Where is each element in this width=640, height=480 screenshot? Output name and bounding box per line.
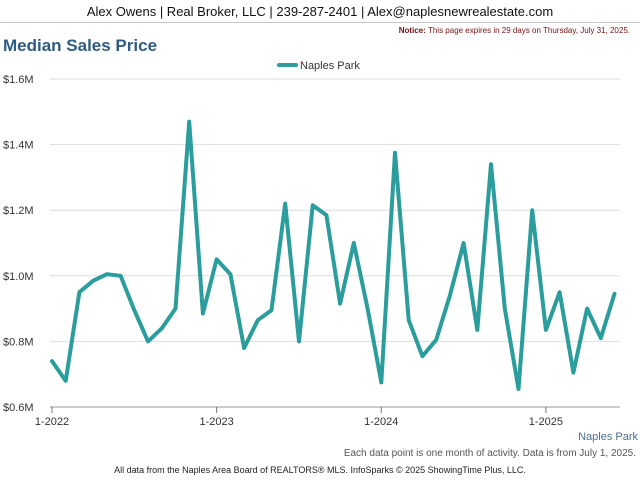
data-point xyxy=(297,339,301,343)
data-point xyxy=(599,336,603,340)
data-point xyxy=(420,354,424,358)
data-point xyxy=(462,241,466,245)
data-point xyxy=(283,202,287,206)
data-point xyxy=(77,290,81,294)
data-point xyxy=(160,326,164,330)
x-tick-label: 1-2024 xyxy=(364,416,398,428)
data-point xyxy=(366,307,370,311)
series-end-label: Naples Park xyxy=(578,431,638,443)
data-point xyxy=(338,302,342,306)
data-point xyxy=(503,307,507,311)
data-point xyxy=(242,346,246,350)
data-point xyxy=(379,380,383,384)
chart-note: Each data point is one month of activity… xyxy=(344,448,636,459)
data-point xyxy=(50,359,54,363)
data-point xyxy=(585,307,589,311)
data-point xyxy=(544,328,548,332)
data-point xyxy=(132,308,136,312)
data-point xyxy=(146,339,150,343)
data-point xyxy=(448,293,452,297)
data-point xyxy=(489,162,493,166)
data-point xyxy=(530,208,534,212)
data-point xyxy=(228,272,232,276)
data-point xyxy=(201,312,205,316)
data-point xyxy=(352,241,356,245)
data-point xyxy=(91,279,95,283)
expiration-notice: Notice: This page expires in 29 days on … xyxy=(399,26,630,35)
header-bar: Alex Owens | Real Broker, LLC | 239-287-… xyxy=(0,0,640,23)
x-tick-label: 1-2025 xyxy=(529,416,563,428)
data-point xyxy=(571,371,575,375)
data-point xyxy=(475,328,479,332)
data-point xyxy=(407,318,411,322)
data-point xyxy=(311,203,315,207)
data-point xyxy=(434,338,438,342)
notice-label: Notice: xyxy=(398,26,426,35)
data-point xyxy=(187,120,191,124)
y-tick-label: $1.4M xyxy=(3,140,34,152)
series-line xyxy=(50,119,617,391)
y-tick-label: $1.0M xyxy=(3,271,34,283)
data-source-footer: All data from the Naples Area Board of R… xyxy=(114,465,526,475)
agent-contact-info: Alex Owens | Real Broker, LLC | 239-287-… xyxy=(86,4,554,19)
data-point xyxy=(215,257,219,261)
y-tick-label: $1.2M xyxy=(3,205,34,217)
y-tick-label: $0.8M xyxy=(3,336,34,348)
data-point xyxy=(119,274,123,278)
y-tick-label: $0.6M xyxy=(3,402,34,414)
data-point xyxy=(173,307,177,311)
data-point xyxy=(105,272,109,276)
data-point xyxy=(558,290,562,294)
data-point xyxy=(270,308,274,312)
data-point xyxy=(516,387,520,391)
data-point xyxy=(324,213,328,217)
data-point xyxy=(393,151,397,155)
notice-text: This page expires in 29 days on Thursday… xyxy=(427,26,630,35)
legend-entry: Naples Park xyxy=(300,60,360,72)
x-tick-label: 1-2023 xyxy=(200,416,234,428)
y-tick-label: $1.6M xyxy=(3,74,34,86)
x-tick-label: 1-2022 xyxy=(35,416,69,428)
chart-title: Median Sales Price xyxy=(3,36,158,55)
data-point xyxy=(64,379,68,383)
data-point xyxy=(613,292,617,296)
data-point xyxy=(256,318,260,322)
